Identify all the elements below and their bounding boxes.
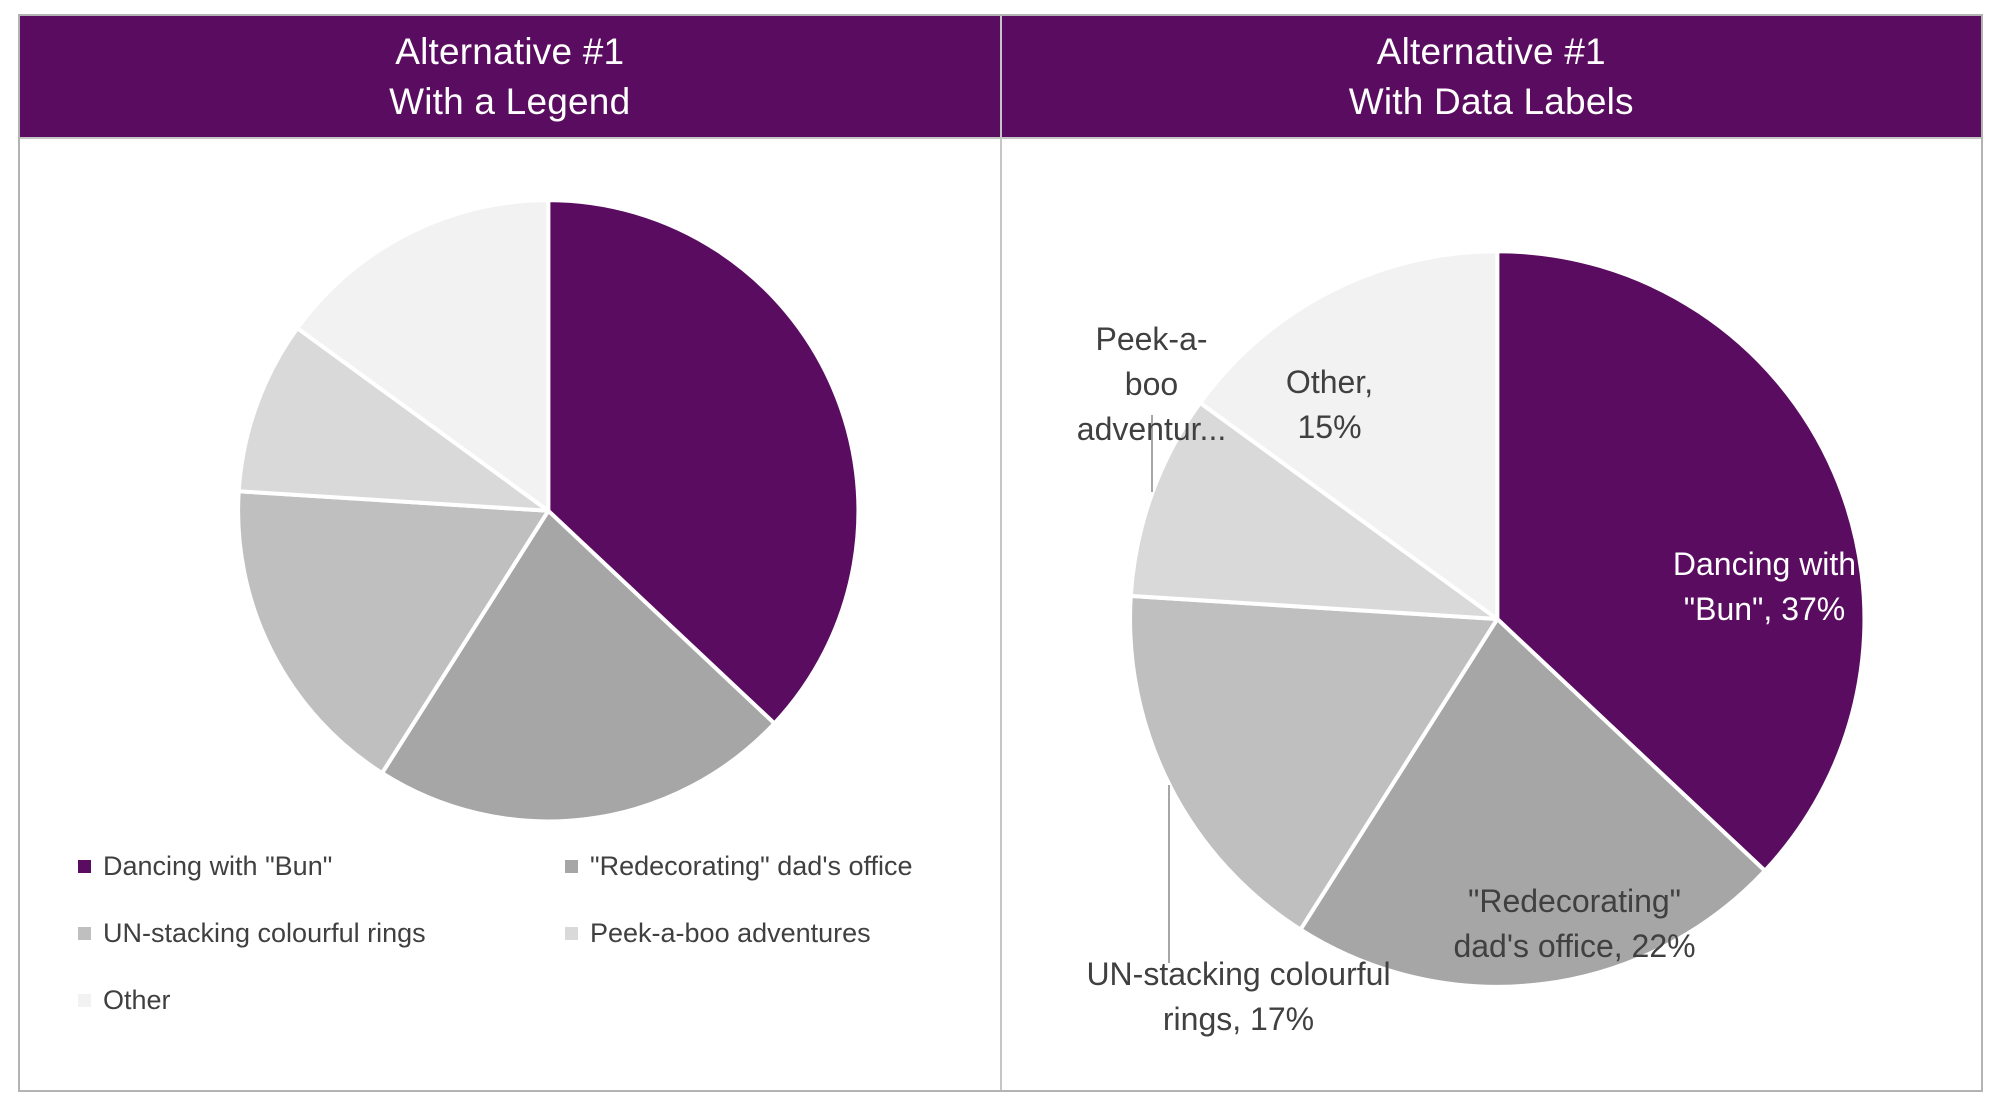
label-leader-line bbox=[1167, 785, 1170, 963]
pie-data-label-line: boo bbox=[1124, 366, 1179, 402]
legend-swatch-icon bbox=[78, 927, 91, 940]
slide-canvas: Alternative #1 With a Legend Dancing wit… bbox=[18, 14, 1983, 1092]
legend-label: Other bbox=[103, 985, 171, 1015]
pie-slice-2 bbox=[380, 508, 777, 824]
pie-data-label: Dancing with "Bun", 37% bbox=[1673, 542, 1856, 632]
legend-label: "Redecorating" dad's office bbox=[590, 851, 913, 881]
panel-header-legend: Alternative #1 With a Legend bbox=[20, 16, 1000, 139]
panel-title-line-2: With Data Labels bbox=[1348, 80, 1634, 122]
pie-data-label-line: Other, bbox=[1285, 364, 1374, 400]
pie-data-label: UN-stacking colourful rings, 17% bbox=[1086, 952, 1390, 1042]
legend-item: Other bbox=[78, 985, 565, 1016]
legend-swatch-icon bbox=[78, 860, 91, 873]
chart-legend: Dancing with "Bun" "Redecorating" dad's o… bbox=[78, 833, 998, 1034]
panel-with-legend: Alternative #1 With a Legend Dancing wit… bbox=[20, 16, 1000, 1090]
pie-slice-5 bbox=[1197, 249, 1499, 622]
pie-slice-1 bbox=[1494, 249, 1866, 873]
panel-title-line-1: Alternative #1 bbox=[395, 30, 625, 72]
pie-slice-5 bbox=[295, 198, 551, 513]
legend-item: UN-stacking colourful rings bbox=[78, 918, 565, 949]
pie-slice-2 bbox=[1298, 617, 1767, 989]
chart-area-with-legend: Dancing with "Bun" "Redecorating" dad's o… bbox=[20, 139, 1000, 1090]
pie-data-label-line: 15% bbox=[1297, 409, 1362, 445]
pie-data-label-line: UN-stacking colourful bbox=[1086, 956, 1391, 992]
legend-item: Peek-a-boo adventures bbox=[565, 918, 995, 949]
pie-chart-with-legend bbox=[236, 198, 861, 824]
panel-header-data-labels: Alternative #1 With Data Labels bbox=[1001, 16, 1981, 139]
pie-data-label-line: "Redecorating" bbox=[1467, 883, 1682, 919]
pie-data-label-line: rings, 17% bbox=[1162, 1001, 1315, 1037]
panel-divider bbox=[999, 16, 1002, 1090]
pie-slice-3 bbox=[1127, 593, 1499, 932]
chart-area-with-data-labels: Dancing with "Bun", 37% "Redecorating" dad'… bbox=[1001, 139, 1981, 1090]
pie-slice-4 bbox=[1128, 400, 1499, 622]
pie-data-label-line: Peek-a- bbox=[1095, 321, 1208, 357]
pie-data-label: Other, 15% bbox=[1286, 360, 1373, 450]
pie-data-label-line: Dancing with bbox=[1672, 546, 1857, 582]
legend-label: Peek-a-boo adventures bbox=[590, 918, 871, 948]
legend-swatch-icon bbox=[565, 927, 578, 940]
legend-swatch-icon bbox=[565, 860, 578, 873]
panel-title-line-1: Alternative #1 bbox=[1376, 30, 1606, 72]
label-leader-line bbox=[1150, 415, 1153, 492]
pie-slice-1 bbox=[546, 198, 861, 726]
legend-label: Dancing with "Bun" bbox=[103, 851, 333, 881]
pie-chart-with-data-labels bbox=[1127, 249, 1866, 989]
pie-data-label: "Redecorating" dad's office, 22% bbox=[1453, 879, 1695, 969]
legend-item: "Redecorating" dad's office bbox=[565, 851, 995, 882]
legend-swatch-icon bbox=[78, 994, 91, 1007]
legend-item: Dancing with "Bun" bbox=[78, 851, 565, 882]
pie-data-label-line: adventur... bbox=[1076, 411, 1227, 447]
pie-data-label: Peek-a-boo adventur... bbox=[1077, 317, 1226, 452]
pie-data-label-line: "Bun", 37% bbox=[1683, 591, 1846, 627]
pie-slice-3 bbox=[236, 489, 551, 776]
pie-slice-4 bbox=[236, 326, 551, 513]
panel-with-data-labels: Alternative #1 With Data Labels Dancing … bbox=[1001, 16, 1981, 1090]
legend-label: UN-stacking colourful rings bbox=[103, 918, 426, 948]
panel-title-line-2: With a Legend bbox=[389, 80, 631, 122]
pie-data-label-line: dad's office, 22% bbox=[1453, 928, 1696, 964]
